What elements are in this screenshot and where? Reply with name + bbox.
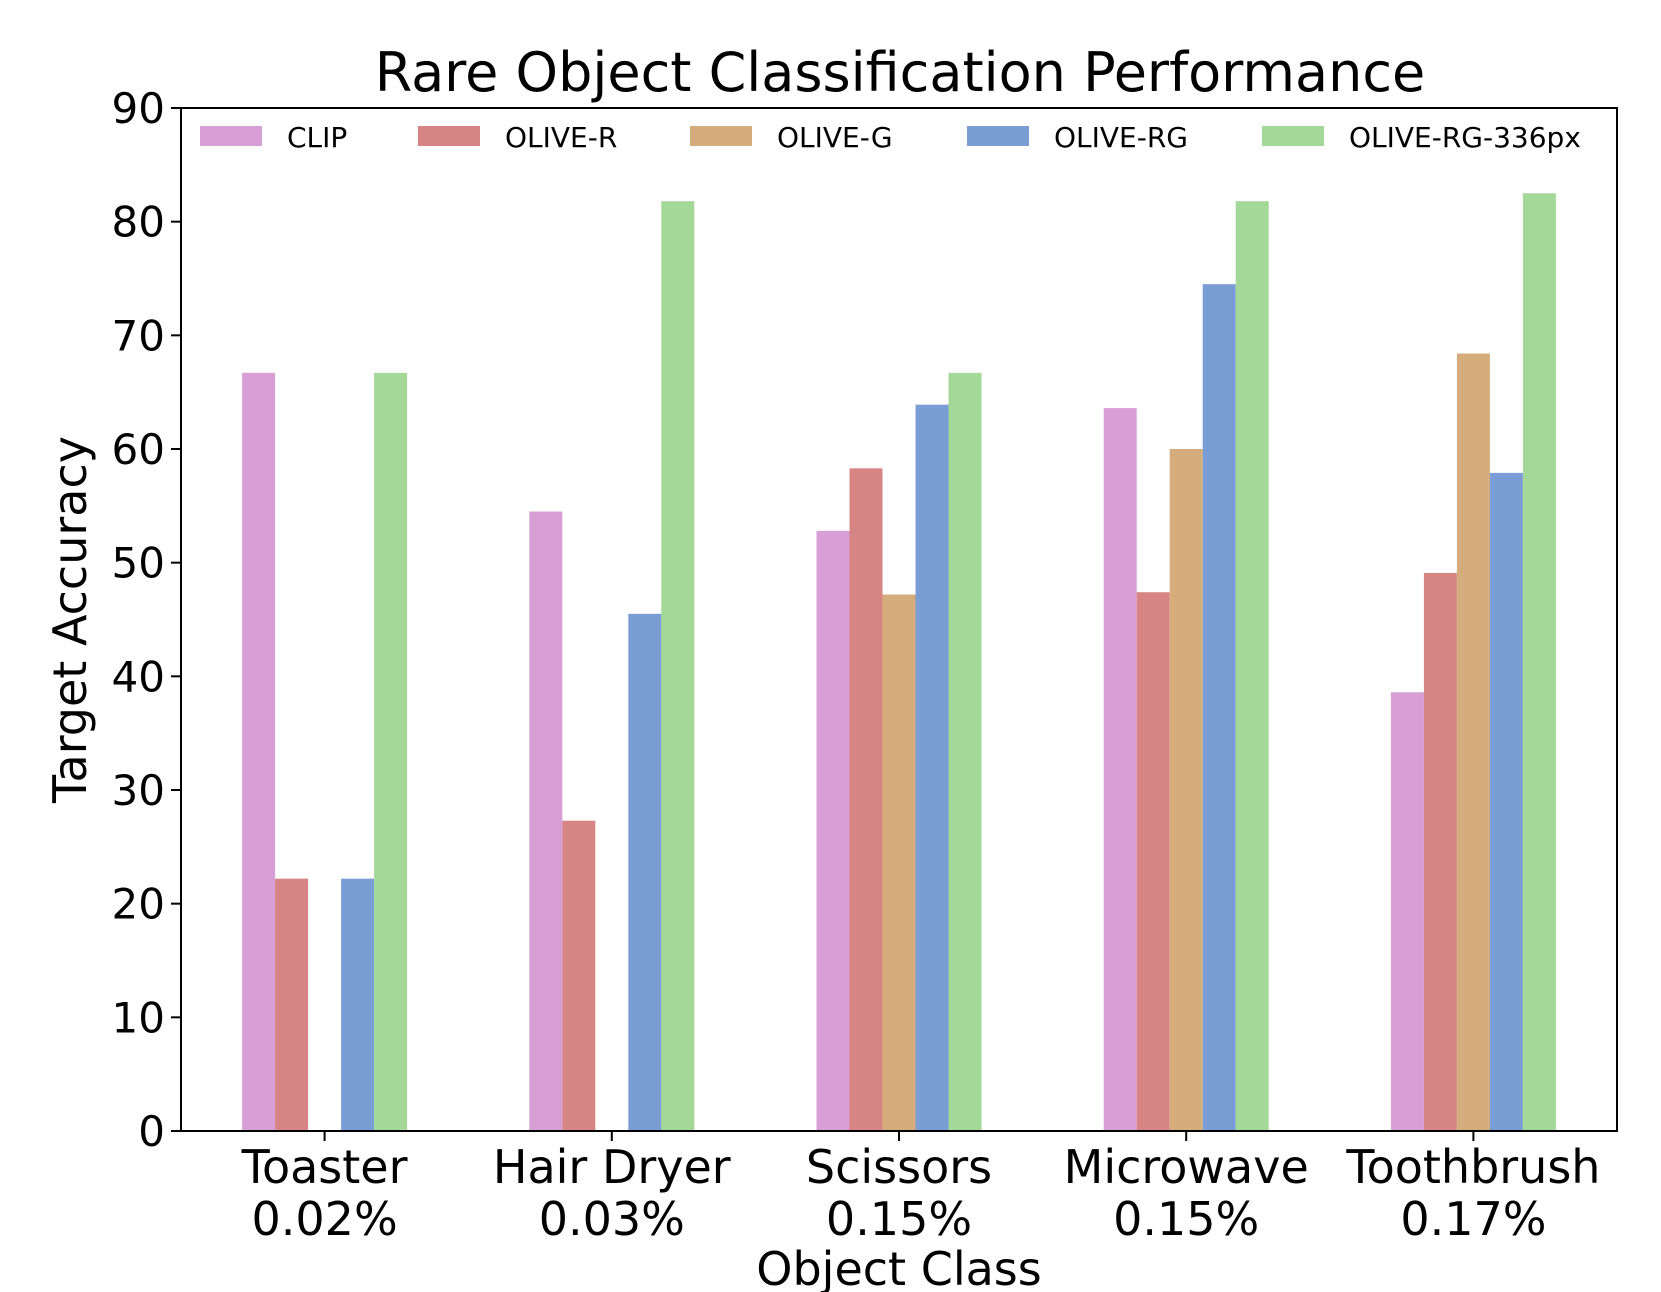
bar-olive-g-microwave [1169,449,1203,1131]
bar-olive-rg-336px-scissors [948,372,982,1131]
x-tick-label-pct: 0.15% [826,1192,972,1246]
legend-swatch-olive-g [690,126,752,146]
bar-clip-hair-dryer [529,511,563,1131]
chart-title: Rare Object Classification Performance [375,41,1426,104]
x-tick-label-pct: 0.15% [1113,1192,1259,1246]
bar-clip-toothbrush [1390,692,1424,1131]
x-tick-label-name: Microwave [1064,1140,1309,1194]
bar-olive-rg-336px-microwave [1235,201,1269,1131]
legend-label-olive-r: OLIVE-R [505,121,617,154]
y-tick-label: 80 [112,198,165,247]
legend-swatch-clip [200,126,262,146]
x-tick-label-name: Toothbrush [1345,1140,1600,1194]
x-tick-label-name: Scissors [806,1140,992,1194]
y-axis-label: Target Accuracy [43,436,97,804]
legend-swatch-olive-rg-336px [1262,126,1324,146]
bar-olive-rg-336px-toothbrush [1522,193,1556,1131]
y-tick-label: 40 [112,652,165,701]
bar-olive-r-scissors [849,468,883,1131]
x-axis-label: Object Class [756,1242,1041,1292]
legend-swatch-olive-rg [967,126,1029,146]
y-axis-ticks: 0 10 20 30 40 50 60 70 80 90 [112,84,181,1156]
bar-olive-g-scissors [882,594,916,1131]
x-tick-label-pct: 0.02% [252,1192,398,1246]
bar-olive-r-hair-dryer [562,820,596,1131]
legend-label-olive-rg: OLIVE-RG [1054,121,1188,154]
bar-clip-scissors [816,530,850,1131]
bar-olive-rg-336px-hair-dryer [661,201,695,1131]
y-tick-label: 0 [138,1107,165,1156]
y-tick-label: 70 [112,311,165,360]
legend-label-olive-g: OLIVE-G [777,121,893,154]
plot-frame [180,107,1618,1132]
bar-olive-rg-toaster [341,878,375,1131]
bar-olive-rg-scissors [915,404,949,1131]
legend-label-clip: CLIP [287,121,347,154]
bar-clip-microwave [1103,408,1137,1132]
y-tick-label: 90 [112,84,165,133]
x-tick-label-name: Toaster [241,1140,408,1194]
bar-olive-g-toothbrush [1456,353,1490,1131]
bar-olive-r-toaster [275,878,309,1131]
y-tick-label: 10 [112,993,165,1042]
y-tick-label: 60 [112,425,165,474]
x-tick-label-pct: 0.03% [539,1192,685,1246]
legend-swatch-olive-r [418,126,480,146]
bar-olive-r-toothbrush [1423,572,1457,1131]
bar-olive-rg-336px-toaster [374,372,408,1131]
bars-layer [242,193,1556,1132]
y-tick-label: 30 [112,766,165,815]
x-tick-label-pct: 0.17% [1400,1192,1546,1246]
x-tick-label-name: Hair Dryer [493,1140,731,1194]
bar-olive-rg-microwave [1202,284,1236,1131]
legend: CLIP OLIVE-R OLIVE-G OLIVE-RG OLIVE-RG-336px [200,121,1581,154]
y-tick-label: 50 [112,539,165,588]
bar-olive-rg-toothbrush [1489,472,1523,1131]
legend-label-olive-rg-336px: OLIVE-RG-336px [1349,121,1581,154]
bar-clip-toaster [242,372,276,1131]
y-tick-label: 20 [112,880,165,929]
bar-olive-rg-hair-dryer [628,613,662,1131]
bar-olive-r-microwave [1136,592,1170,1131]
